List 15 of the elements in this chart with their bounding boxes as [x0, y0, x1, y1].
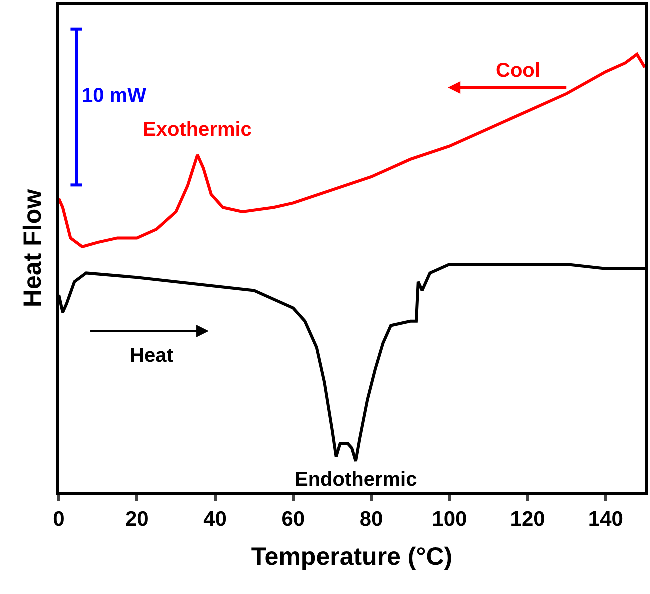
x-tick-label: 20	[125, 508, 149, 531]
x-axis-title: Temperature (°C)	[251, 542, 453, 571]
annotation: Cool	[496, 60, 540, 82]
annotation: Heat	[130, 345, 174, 367]
x-tick-label: 40	[204, 508, 227, 531]
annotation: 10 mW	[82, 85, 147, 107]
annotation: Endothermic	[295, 469, 418, 491]
x-tick-label: 120	[510, 508, 546, 531]
x-tick-label: 80	[360, 508, 384, 531]
annotation: Exothermic	[143, 119, 252, 141]
x-tick-label: 60	[282, 508, 306, 531]
x-tick-label: 140	[588, 508, 624, 531]
x-tick-label: 0	[53, 508, 65, 531]
x-tick-label: 100	[432, 508, 468, 531]
y-axis-title: Heat Flow	[19, 188, 47, 308]
